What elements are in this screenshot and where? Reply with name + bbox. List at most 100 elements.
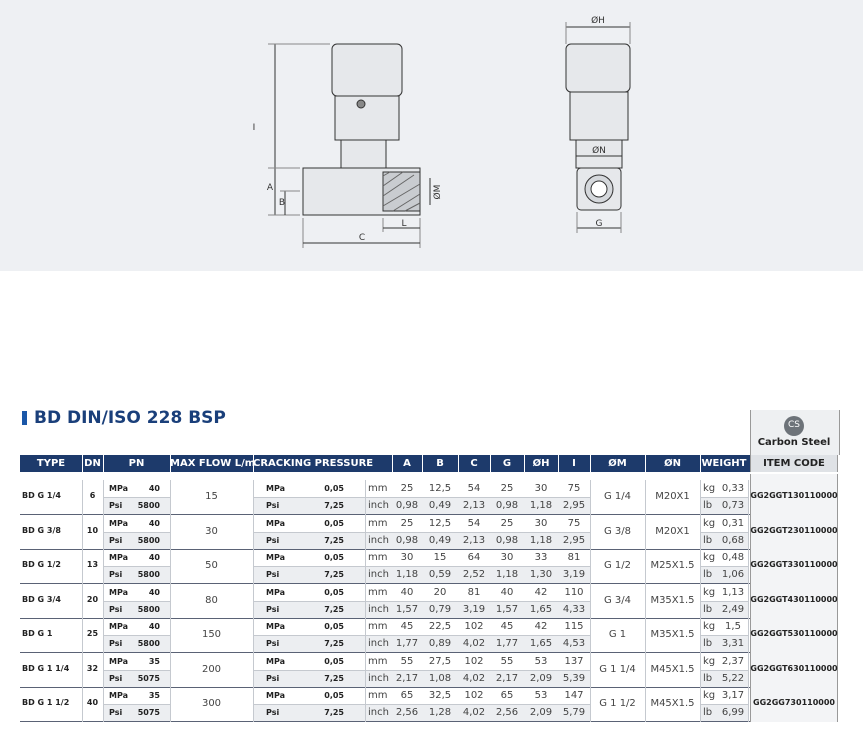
column-divider bbox=[82, 549, 83, 584]
header-divider bbox=[645, 455, 646, 472]
item-code: GG2GGT530110000 bbox=[750, 629, 838, 639]
dim-value: 1,65 bbox=[529, 603, 553, 615]
dim-label: ØN bbox=[592, 145, 606, 156]
sub-row-shade bbox=[700, 531, 748, 549]
column-divider bbox=[645, 583, 646, 618]
item-code: GG2GGT130110000 bbox=[750, 491, 838, 501]
sub-row-divider bbox=[700, 635, 748, 637]
weight-unit: kg bbox=[703, 655, 716, 667]
column-divider bbox=[748, 652, 749, 687]
cracking-value: 7,25 bbox=[324, 673, 344, 683]
header-divider bbox=[170, 455, 171, 472]
pn-value: 5800 bbox=[137, 535, 160, 545]
dim-value: 2,17 bbox=[395, 672, 419, 684]
dim-value: 1,18 bbox=[529, 500, 553, 512]
column-divider bbox=[748, 687, 749, 722]
sub-row-divider bbox=[103, 497, 170, 499]
dim-value: 42 bbox=[534, 621, 548, 632]
dim-value: 40 bbox=[500, 586, 514, 598]
dim-value: 33 bbox=[534, 552, 548, 563]
sub-row-divider bbox=[700, 497, 748, 499]
sub-row-shade bbox=[700, 704, 748, 722]
column-divider bbox=[170, 549, 171, 584]
type: BD G 1 bbox=[22, 629, 53, 639]
dim-value: 2,13 bbox=[462, 534, 486, 546]
om: G 3/8 bbox=[603, 525, 632, 537]
sub-row-divider bbox=[365, 704, 590, 706]
dim-value: 25 bbox=[500, 517, 514, 529]
pn-value: 5075 bbox=[137, 673, 160, 683]
item-code: GG2GGT230110000 bbox=[750, 525, 838, 535]
dim-value: 12,5 bbox=[428, 517, 452, 529]
column-header: ØN bbox=[664, 458, 681, 469]
on: M20X1 bbox=[655, 491, 690, 503]
nut bbox=[575, 139, 623, 169]
om: G 1 1/2 bbox=[599, 698, 636, 710]
sub-row-shade bbox=[103, 497, 170, 515]
sub-row-shade bbox=[365, 566, 590, 584]
weight-value: 3,17 bbox=[721, 690, 745, 701]
sub-row-shade bbox=[103, 704, 170, 722]
column-divider bbox=[103, 687, 104, 722]
row-divider bbox=[20, 686, 750, 688]
max-flow: 300 bbox=[201, 698, 222, 710]
column-divider bbox=[700, 549, 701, 584]
dim-value: 2,13 bbox=[462, 500, 486, 512]
dim-value: 1,18 bbox=[495, 569, 519, 581]
pn-value: 40 bbox=[148, 553, 160, 562]
dim-value: 102 bbox=[464, 621, 484, 632]
column-header: PN bbox=[128, 458, 145, 469]
dim-value: 42 bbox=[534, 586, 548, 598]
weight-value: 2,49 bbox=[721, 603, 745, 615]
header-divider bbox=[103, 455, 104, 472]
dim-value: 45 bbox=[500, 621, 514, 632]
dim-label: I bbox=[253, 123, 256, 133]
sub-row-shade bbox=[103, 669, 170, 687]
cracking-value: 7,25 bbox=[324, 501, 344, 511]
dim-value: 0,98 bbox=[395, 500, 419, 512]
type: BD G 1/4 bbox=[22, 491, 61, 501]
cracking-value: 0,05 bbox=[324, 553, 344, 562]
column-divider bbox=[365, 652, 366, 687]
dim-value: 81 bbox=[567, 552, 581, 563]
dim-value: 110 bbox=[564, 586, 584, 598]
sub-row-shade bbox=[103, 635, 170, 653]
technical-drawing: ØH I A B ØM C L ØN G bbox=[253, 15, 631, 248]
max-flow: 80 bbox=[205, 594, 218, 606]
dim-value: 55 bbox=[500, 655, 514, 667]
cracking-unit: Psi bbox=[266, 708, 280, 718]
column-header: ØM bbox=[608, 458, 627, 469]
type: BD G 3/4 bbox=[22, 594, 61, 604]
dim-value: 1,18 bbox=[529, 534, 553, 546]
pn-value: 5800 bbox=[137, 604, 160, 614]
sub-row-shade bbox=[700, 566, 748, 584]
sub-row-divider bbox=[253, 635, 365, 637]
column-header: ØH bbox=[532, 458, 550, 469]
dim-unit: mm bbox=[368, 552, 388, 563]
weight-value: 1,13 bbox=[721, 586, 745, 598]
dim-value: 20 bbox=[433, 586, 447, 598]
dim-value: 4,02 bbox=[462, 707, 486, 719]
dim-value: 1,57 bbox=[395, 603, 419, 615]
cracking-unit: MPa bbox=[266, 518, 286, 528]
weight-unit: lb bbox=[703, 603, 713, 615]
dim-value: 25 bbox=[500, 483, 514, 494]
weight-unit: kg bbox=[703, 586, 716, 598]
dim-value: 1,30 bbox=[529, 569, 553, 581]
column-divider bbox=[253, 687, 254, 722]
dim-value: 5,39 bbox=[562, 672, 586, 684]
cracking-unit: MPa bbox=[266, 587, 286, 597]
sub-row-shade bbox=[253, 531, 365, 549]
sub-row-divider bbox=[103, 566, 170, 568]
column-divider bbox=[645, 652, 646, 687]
dim-unit: inch bbox=[368, 500, 389, 512]
dim-value: 4,53 bbox=[562, 638, 586, 650]
dim-value: 54 bbox=[467, 517, 481, 529]
sub-row-shade bbox=[700, 600, 748, 618]
dim-unit: inch bbox=[368, 638, 389, 650]
dim-value: 137 bbox=[564, 655, 584, 667]
cracking-value: 7,25 bbox=[324, 570, 344, 580]
column-divider bbox=[103, 514, 104, 549]
dim-value: 4,02 bbox=[462, 638, 486, 650]
row-divider bbox=[20, 514, 750, 515]
